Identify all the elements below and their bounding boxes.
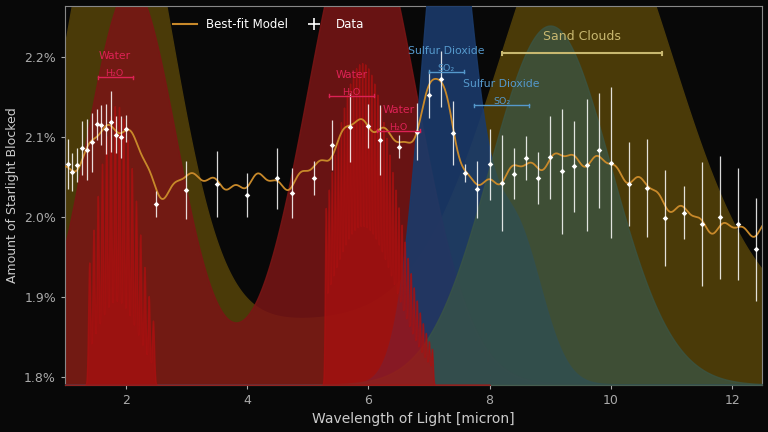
Point: [696, 220, 708, 227]
Point: [623, 181, 635, 187]
Point: [114, 133, 127, 140]
Point: [81, 146, 93, 153]
Point: [411, 128, 423, 135]
Y-axis label: Amount of Starlight Blocked: Amount of Starlight Blocked: [5, 107, 18, 283]
Point: [604, 159, 617, 166]
Point: [713, 214, 726, 221]
Point: [326, 142, 338, 149]
Point: [120, 125, 132, 132]
Legend: Best-fit Model, Data: Best-fit Model, Data: [168, 13, 369, 36]
Point: [556, 168, 568, 175]
Point: [307, 175, 319, 181]
Text: Sand Clouds: Sand Clouds: [543, 30, 621, 43]
Point: [91, 121, 103, 128]
Text: Water: Water: [98, 51, 131, 61]
Point: [544, 154, 556, 161]
Point: [495, 179, 508, 186]
Point: [66, 168, 78, 175]
Text: Water: Water: [335, 70, 367, 80]
Text: SO₂: SO₂: [437, 64, 455, 73]
Text: Water: Water: [382, 105, 415, 115]
Point: [472, 186, 484, 193]
Point: [105, 118, 118, 125]
Point: [435, 75, 447, 82]
Point: [241, 192, 253, 199]
Point: [677, 210, 690, 216]
Point: [62, 160, 74, 167]
Point: [659, 215, 671, 222]
Point: [750, 246, 763, 253]
Point: [732, 221, 744, 228]
Point: [210, 181, 223, 187]
Text: H₂O: H₂O: [389, 123, 408, 132]
Text: Sulfur Dioxide: Sulfur Dioxide: [463, 79, 540, 89]
Point: [483, 161, 495, 168]
X-axis label: Wavelength of Light [micron]: Wavelength of Light [micron]: [313, 413, 515, 426]
Text: SO₂: SO₂: [493, 97, 510, 106]
Point: [362, 123, 374, 130]
Point: [100, 126, 112, 133]
Point: [286, 190, 299, 197]
Point: [593, 147, 605, 154]
Text: Sulfur Dioxide: Sulfur Dioxide: [408, 46, 484, 56]
Point: [581, 161, 593, 168]
Point: [520, 155, 532, 162]
Point: [71, 162, 83, 168]
Point: [271, 175, 283, 182]
Text: H₂O: H₂O: [342, 88, 360, 97]
Point: [76, 145, 88, 152]
Point: [95, 122, 108, 129]
Point: [110, 131, 122, 138]
Point: [447, 130, 459, 137]
Point: [85, 139, 98, 146]
Point: [422, 91, 435, 98]
Point: [641, 184, 654, 191]
Point: [568, 163, 581, 170]
Point: [459, 170, 472, 177]
Point: [180, 187, 193, 194]
Point: [344, 124, 356, 130]
Point: [532, 175, 545, 181]
Point: [150, 200, 162, 207]
Point: [392, 143, 405, 150]
Point: [508, 170, 520, 177]
Point: [374, 137, 386, 143]
Text: H₂O: H₂O: [106, 70, 124, 79]
